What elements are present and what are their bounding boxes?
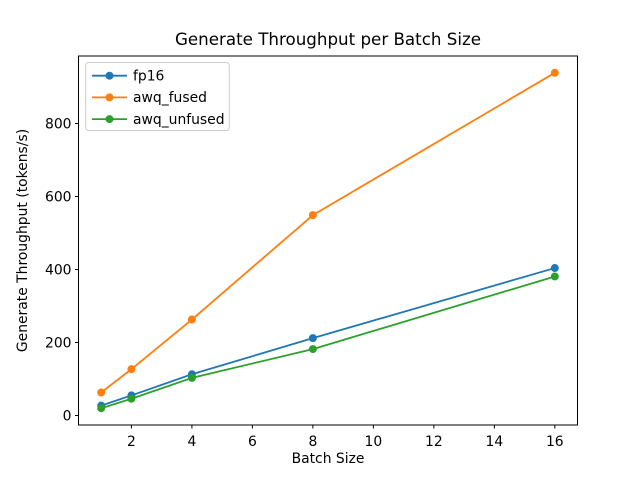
legend-marker (105, 93, 114, 102)
chart-title: Generate Throughput per Batch Size (175, 29, 481, 49)
x-tick-label: 2 (127, 434, 136, 450)
y-axis-label: Generate Throughput (tokens/s) (15, 129, 31, 352)
data-point (187, 315, 196, 324)
x-tick-label: 10 (365, 434, 383, 450)
legend-box (85, 62, 230, 131)
data-point (550, 272, 559, 281)
x-tick-label: 8 (308, 434, 317, 450)
x-axis-label: Batch Size (292, 451, 365, 467)
data-point (97, 388, 106, 397)
series-awq_unfused (97, 272, 559, 413)
y-tick-label: 400 (45, 262, 72, 278)
y-tick-label: 200 (45, 335, 72, 351)
legend-item-fp16: fp16 (92, 69, 164, 85)
x-tick-label: 14 (485, 434, 503, 450)
legend-item-awq_unfused: awq_unfused (92, 112, 225, 128)
x-tick-label: 12 (425, 434, 443, 450)
legend-label: awq_fused (133, 90, 207, 106)
data-point (308, 345, 317, 354)
axes-frame (78, 55, 578, 426)
data-point (97, 404, 106, 413)
series-awq_fused (97, 68, 559, 397)
x-tick-label: 6 (248, 434, 257, 450)
x-tick-label: 16 (546, 434, 564, 450)
legend-label: awq_unfused (133, 112, 225, 128)
legend-label: fp16 (133, 69, 164, 85)
series-fp16 (97, 264, 559, 410)
data-point (550, 68, 559, 77)
series-line (100, 275, 556, 410)
y-tick-label: 800 (45, 116, 72, 132)
data-point (308, 211, 317, 220)
legend-marker (105, 71, 114, 80)
data-point (127, 365, 136, 374)
data-point (187, 373, 196, 382)
legend-marker (105, 115, 114, 124)
data-point (127, 394, 136, 403)
y-tick-label: 600 (45, 189, 72, 205)
x-tick-label: 4 (187, 434, 196, 450)
data-point (550, 264, 559, 273)
data-point (308, 334, 317, 343)
legend-item-awq_fused: awq_fused (92, 90, 207, 106)
plot-area: 2 4 6 8 10 12 14 16 0 200 400 600 800 fp16 awq_fusedaw… (45, 55, 578, 450)
y-tick-label: 0 (63, 408, 72, 424)
legend: fp16 awq_fused awq_unfused (85, 62, 230, 131)
